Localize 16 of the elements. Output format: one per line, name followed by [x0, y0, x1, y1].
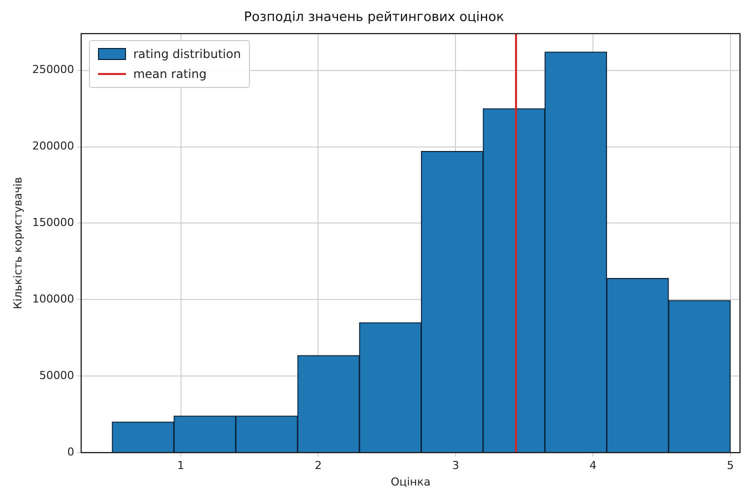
x-tick-label: 4	[589, 459, 596, 472]
x-axis-title: Оцінка	[390, 475, 430, 488]
y-tick-label: 150000	[32, 216, 74, 230]
legend-label: mean rating	[133, 66, 207, 81]
x-tick-label: 5	[726, 459, 734, 472]
y-tick-label: 250000	[32, 63, 74, 76]
x-tick-label: 2	[314, 459, 322, 472]
chart-title: Розподіл значень рейтингових оцінок	[244, 10, 504, 26]
y-axis-title: Кількість користувачів	[11, 176, 24, 310]
y-tick-label: 50000	[39, 369, 74, 382]
y-tick-label: 100000	[32, 292, 74, 306]
legend-label: rating distribution	[133, 46, 241, 61]
y-tick-label: 0	[67, 445, 74, 458]
x-tick-label: 1	[177, 459, 184, 472]
x-tick-label: 3	[452, 459, 460, 472]
y-tick-label: 200000	[32, 140, 74, 153]
